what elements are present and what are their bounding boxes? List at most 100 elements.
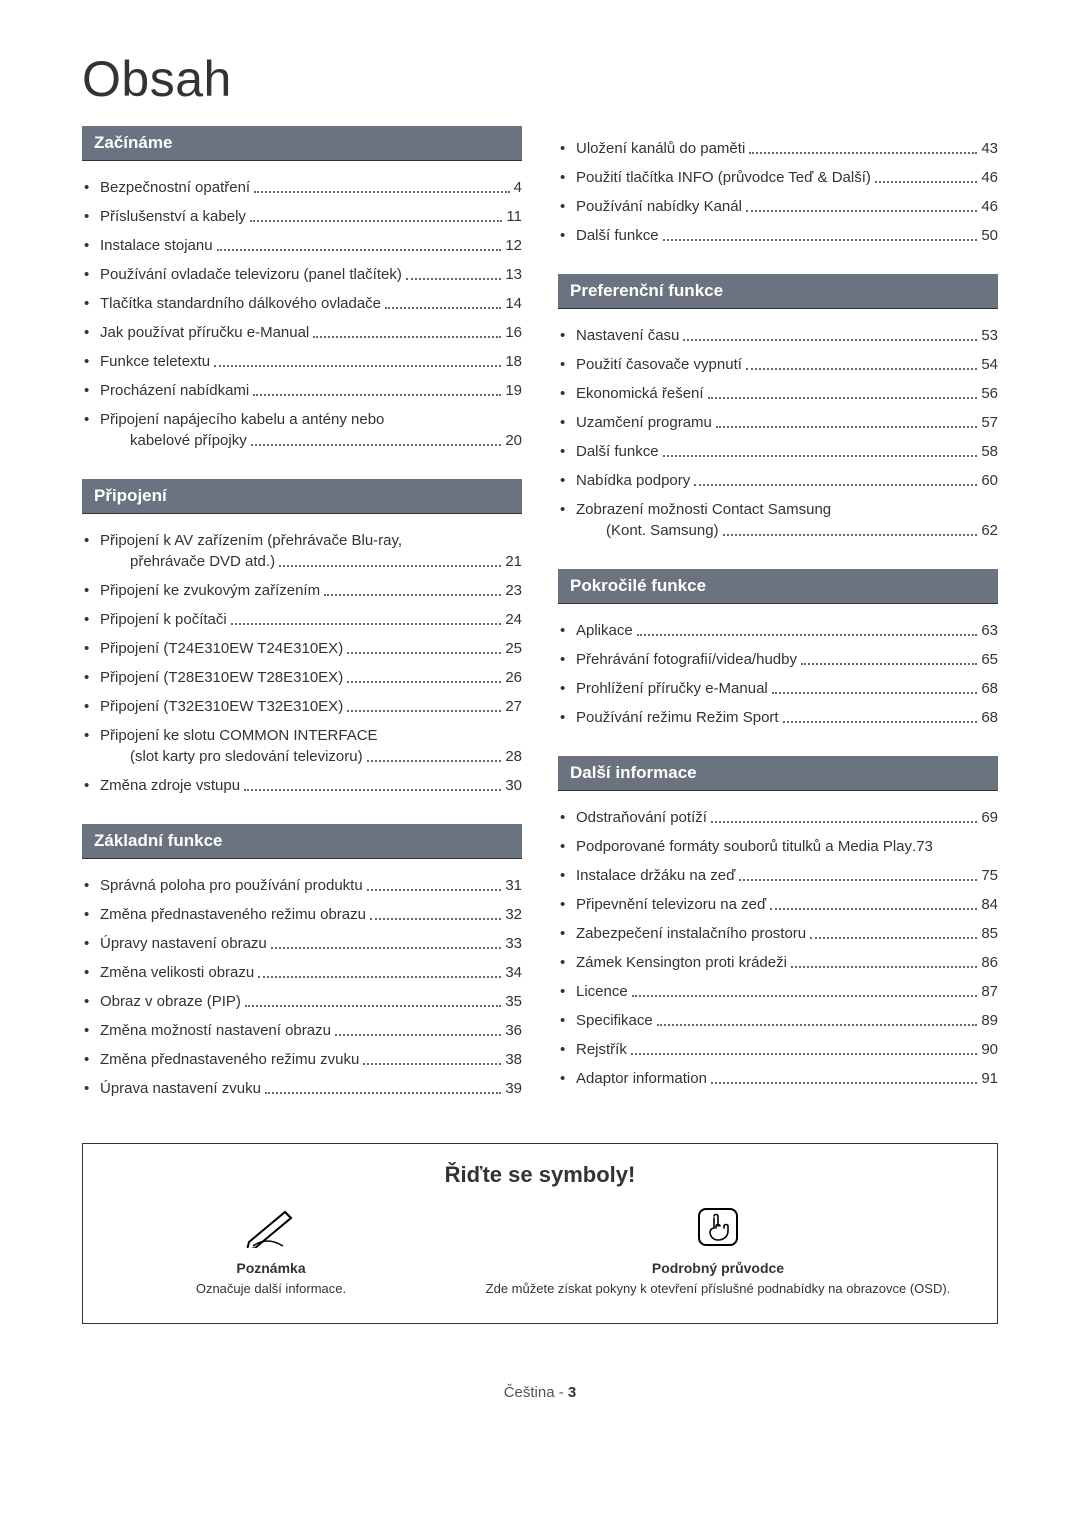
toc-dots — [723, 534, 978, 536]
toc-item[interactable]: Připojení k AV zařízením (přehrávače Blu… — [82, 526, 522, 576]
toc-item[interactable]: Adaptor information91 — [558, 1064, 998, 1093]
toc-item[interactable]: Zámek Kensington proti krádeži 86 — [558, 948, 998, 977]
toc-item[interactable]: Instalace držáku na zeď75 — [558, 861, 998, 890]
toc-page: 34 — [505, 962, 522, 983]
toc-label: Prohlížení příručky e-Manual — [576, 678, 768, 699]
toc-dots — [347, 652, 501, 654]
toc-item[interactable]: Používání režimu Režim Sport68 — [558, 703, 998, 732]
toc-item[interactable]: Změna přednastaveného režimu obrazu32 — [82, 900, 522, 929]
toc-dots — [663, 455, 978, 457]
toc-item[interactable]: Instalace stojanu12 — [82, 231, 522, 260]
toc-label: Změna zdroje vstupu — [100, 775, 240, 796]
toc-item[interactable]: Funkce teletextu18 — [82, 347, 522, 376]
hand-guide-icon — [469, 1202, 967, 1252]
toc-item[interactable]: Uložení kanálů do paměti43 — [558, 134, 998, 163]
toc-item[interactable]: Prohlížení příručky e-Manual 68 — [558, 674, 998, 703]
toc-item[interactable]: Zobrazení možnosti Contact Samsung(Kont.… — [558, 495, 998, 545]
toc-dots — [313, 336, 501, 338]
toc-item[interactable]: Uzamčení programu57 — [558, 408, 998, 437]
toc-page: 69 — [981, 807, 998, 828]
toc-dots — [214, 365, 501, 367]
toc-item[interactable]: Změna možností nastavení obrazu36 — [82, 1016, 522, 1045]
toc-label: Používání ovladače televizoru (panel tla… — [100, 264, 402, 285]
toc-columns: Začínáme Bezpečnostní opatření4Příslušens… — [82, 126, 998, 1117]
toc-sublabel: (slot karty pro sledování televizoru) — [100, 746, 363, 767]
section-header: Začínáme — [82, 126, 522, 161]
toc-item[interactable]: Připojení (T28E310EW T28E310EX)26 — [82, 663, 522, 692]
toc-dots — [770, 908, 977, 910]
toc-item[interactable]: Připojení napájecího kabelu a antény neb… — [82, 405, 522, 455]
toc-page: 89 — [981, 1010, 998, 1031]
toc-label: Zámek Kensington proti krádeži — [576, 952, 787, 973]
toc-label: Funkce teletextu — [100, 351, 210, 372]
toc-dots — [347, 681, 501, 683]
toc-page: 62 — [981, 520, 998, 541]
toc-dots — [746, 210, 977, 212]
toc-label: Připevnění televizoru na zeď — [576, 894, 766, 915]
toc-item[interactable]: Procházení nabídkami19 — [82, 376, 522, 405]
toc-item[interactable]: Připojení (T32E310EW T32E310EX)27 — [82, 692, 522, 721]
toc-item[interactable]: Specifikace89 — [558, 1006, 998, 1035]
toc-item[interactable]: Příslušenství a kabely11 — [82, 202, 522, 231]
toc-page: 46 — [981, 196, 998, 217]
toc-dots — [231, 623, 502, 625]
toc-dots — [772, 692, 978, 694]
toc-item[interactable]: Ekonomická řešení56 — [558, 379, 998, 408]
toc-item[interactable]: Použití časovače vypnutí54 — [558, 350, 998, 379]
toc-label: Úprava nastavení zvuku — [100, 1078, 261, 1099]
toc-page: 20 — [505, 430, 522, 451]
toc-page: 36 — [505, 1020, 522, 1041]
toc-page: 56 — [981, 383, 998, 404]
toc-page: 11 — [506, 206, 522, 227]
toc-dots — [385, 307, 501, 309]
toc-item[interactable]: Bezpečnostní opatření4 — [82, 173, 522, 202]
footer-language: Čeština - — [504, 1384, 568, 1401]
toc-item[interactable]: Nastavení času53 — [558, 321, 998, 350]
toc-page: 90 — [981, 1039, 998, 1060]
symbol-guide: Podrobný průvodce Zde můžete získat poky… — [469, 1202, 967, 1299]
toc-item[interactable]: Jak používat příručku e-Manual16 — [82, 318, 522, 347]
toc-item[interactable]: Rejstřík90 — [558, 1035, 998, 1064]
toc-item[interactable]: Změna velikosti obrazu 34 — [82, 958, 522, 987]
toc-dots — [347, 710, 501, 712]
toc-item[interactable]: Používání nabídky Kanál46 — [558, 192, 998, 221]
toc-item[interactable]: Úpravy nastavení obrazu33 — [82, 929, 522, 958]
toc-page: 68 — [981, 678, 998, 699]
toc-label: Připojení napájecího kabelu a antény neb… — [100, 409, 522, 430]
toc-item[interactable]: Změna zdroje vstupu30 — [82, 771, 522, 800]
page-footer: Čeština - 3 — [82, 1384, 998, 1401]
toc-item[interactable]: Připojení ke zvukovým zařízením23 — [82, 576, 522, 605]
toc-dots — [657, 1024, 978, 1026]
toc-page: 4 — [514, 177, 522, 198]
toc-dots — [694, 484, 977, 486]
toc-item[interactable]: Změna přednastaveného režimu zvuku38 — [82, 1045, 522, 1074]
toc-item[interactable]: Obraz v obraze (PIP)35 — [82, 987, 522, 1016]
toc-item[interactable]: Správná poloha pro používání produktu31 — [82, 871, 522, 900]
toc-page: 86 — [981, 952, 998, 973]
toc-dots — [637, 634, 978, 636]
toc-label: Změna velikosti obrazu — [100, 962, 254, 983]
toc-item[interactable]: Zabezpečení instalačního prostoru85 — [558, 919, 998, 948]
toc-item[interactable]: Další funkce58 — [558, 437, 998, 466]
toc-dots — [335, 1034, 501, 1036]
toc-item[interactable]: Nabídka podpory60 — [558, 466, 998, 495]
toc-item[interactable]: Připojení ke slotu COMMON INTERFACE(slot… — [82, 721, 522, 771]
toc-item[interactable]: Připojení k počítači24 — [82, 605, 522, 634]
toc-label: Připojení k počítači — [100, 609, 227, 630]
toc-item[interactable]: Úprava nastavení zvuku39 — [82, 1074, 522, 1103]
toc-item[interactable]: Podporované formáty souborů titulků a Me… — [558, 832, 998, 861]
toc-label: Zabezpečení instalačního prostoru — [576, 923, 806, 944]
toc-item[interactable]: Použití tlačítka INFO (průvodce Teď & Da… — [558, 163, 998, 192]
toc-dots — [875, 181, 977, 183]
toc-item[interactable]: Používání ovladače televizoru (panel tla… — [82, 260, 522, 289]
toc-page: 26 — [505, 667, 522, 688]
toc-item[interactable]: Tlačítka standardního dálkového ovladače… — [82, 289, 522, 318]
toc-dots — [253, 394, 501, 396]
toc-item[interactable]: Další funkce50 — [558, 221, 998, 250]
toc-item[interactable]: Připojení (T24E310EW T24E310EX)25 — [82, 634, 522, 663]
toc-item[interactable]: Aplikace63 — [558, 616, 998, 645]
toc-item[interactable]: Odstraňování potíží69 — [558, 803, 998, 832]
toc-item[interactable]: Licence87 — [558, 977, 998, 1006]
toc-item[interactable]: Připevnění televizoru na zeď84 — [558, 890, 998, 919]
toc-item[interactable]: Přehrávání fotografií/videa/hudby65 — [558, 645, 998, 674]
